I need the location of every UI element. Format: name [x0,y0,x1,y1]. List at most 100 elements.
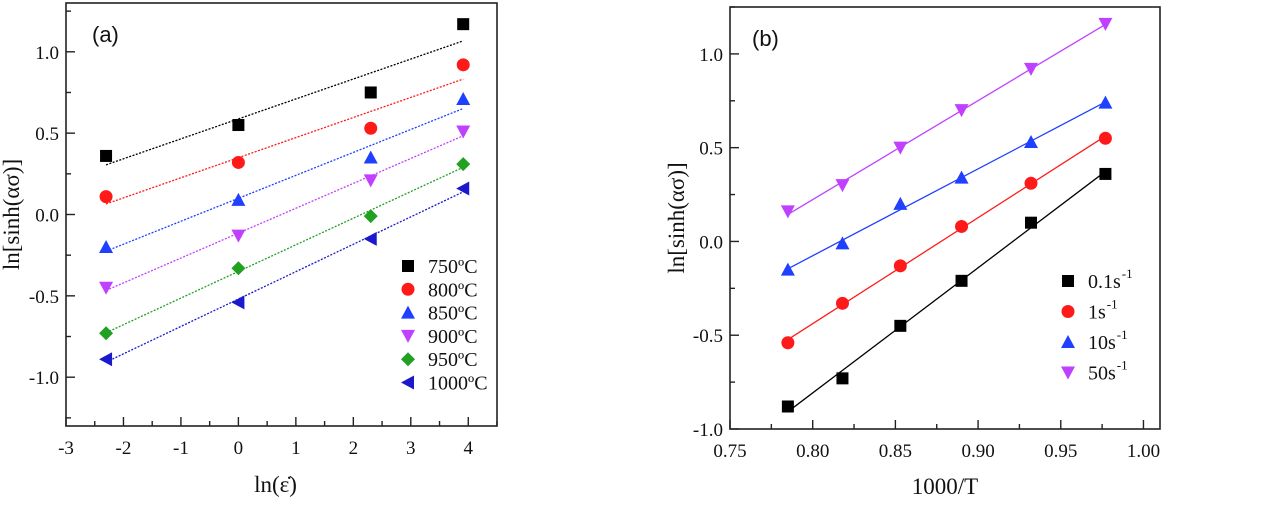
y-tick-label: -1.0 [29,368,59,389]
series-3: 50s -1 [780,17,1128,385]
marker-square [781,400,794,413]
legend-marker [402,260,414,272]
y-tick-label: 0.5 [699,139,723,160]
x-tick-label: -1 [173,438,189,459]
marker-triangle-up [835,236,850,250]
series-0: 0.1s -1 [781,167,1133,413]
legend-label: 50s [1088,363,1116,385]
y-axis-title: ln[sinh(ασ)] [664,162,689,273]
chart-panel-a: -3 -2 -1 0 1 2 3 4 -1.0 -0.5 0.0 0.5 1.0 ln[sinh(ασ)]… [0,2,498,497]
marker-triangle-down [954,104,969,118]
x-tick-label: 2 [349,438,359,459]
panel-label: (b) [752,26,779,51]
marker-square [955,274,968,287]
x-tick-label: -3 [58,438,74,459]
marker-triangle-down [456,125,471,139]
marker-square [457,18,470,31]
panel-label: (a) [92,22,119,47]
legend-label-superscript: -1 [1117,327,1128,342]
fit-line [105,191,464,363]
fit-line [105,166,464,334]
x-tick-label: 0.90 [961,441,994,462]
legend-marker [401,282,415,296]
legend-label: 800ºC [428,279,478,301]
y-tick-label: 0.0 [699,232,723,253]
y-tick-label: 1.0 [35,43,59,64]
marker-square [1025,216,1037,229]
marker-circle [893,259,907,273]
marker-triangle-left [231,295,245,310]
x-tick-label: -2 [116,438,132,459]
x-tick-label: 0.85 [879,441,912,462]
marker-circle [1098,131,1112,145]
fit-line [105,135,464,292]
legend-label-superscript: -1 [1107,297,1118,312]
fit-line [105,40,464,166]
legend-marker [401,305,415,319]
legend-marker [401,352,415,367]
legend-label: 1000ºC [428,373,488,395]
marker-triangle-up [456,91,471,105]
fit-line [105,107,464,252]
fit-line [787,170,1106,413]
x-axis-title: ln(ε̇) [254,472,297,497]
marker-triangle-up [893,196,908,210]
fit-line [787,135,1106,341]
marker-triangle-left [456,181,470,196]
y-tick-label: -0.5 [29,287,59,308]
marker-square [364,86,377,99]
marker-triangle-up [954,170,969,184]
marker-circle [456,58,470,72]
marker-triangle-down [99,281,114,295]
x-tick-label: 4 [464,438,474,459]
x-tick-label: 1.00 [1127,441,1160,462]
marker-triangle-down [1098,17,1113,31]
marker-triangle-down [893,141,908,155]
x-tick-label: 0.75 [713,441,746,462]
marker-triangle-left [99,352,113,367]
marker-circle [364,121,378,135]
legend-marker [401,329,415,343]
marker-triangle-down [835,179,850,193]
legend-label: 750ºC [428,256,478,278]
marker-triangle-down [780,205,795,219]
marker-triangle-up [1024,135,1038,149]
legend-label: 0.1s [1088,271,1121,293]
marker-triangle-left [363,231,377,246]
legend-label-superscript: -1 [1117,358,1128,373]
marker-square [100,149,113,162]
y-tick-label: 1.0 [699,45,723,66]
marker-triangle-down [1024,62,1038,76]
x-tick-label: 0 [234,438,244,459]
x-axis-title: 1000/T [912,474,978,499]
marker-diamond [456,157,471,172]
marker-circle [1024,176,1038,190]
x-tick-label: 3 [406,438,416,459]
legend-marker [1062,275,1074,287]
fit-line [105,78,464,205]
legend-marker [401,375,414,390]
marker-triangle-up [99,240,114,254]
legend-label: 850ºC [428,303,478,325]
y-tick-label: 0.5 [35,124,59,145]
y-tick-label: -0.5 [693,326,723,347]
marker-diamond [363,209,378,224]
marker-triangle-down [231,229,246,243]
series-5: 1000ºC [99,181,488,395]
marker-triangle-down [363,174,378,188]
legend-label-superscript: -1 [1122,266,1133,281]
y-tick-label: 0.0 [35,206,59,227]
series-2: 10s -1 [780,95,1128,354]
plot-frame [729,6,1161,430]
x-tick-label: 0.80 [796,441,829,462]
marker-diamond [231,261,246,276]
series-0: 750ºC [100,18,478,278]
chart-panel-b: 0.75 0.80 0.85 0.90 0.95 1.00 -1.0 -0.5 0.0 0.5 1.… [664,6,1161,499]
legend-label: 950ºC [428,349,478,371]
marker-triangle-up [780,262,795,276]
legend-label: 1s [1088,302,1106,324]
series-2: 850ºC [99,91,478,325]
marker-triangle-up [1098,95,1113,109]
marker-square [894,319,907,332]
